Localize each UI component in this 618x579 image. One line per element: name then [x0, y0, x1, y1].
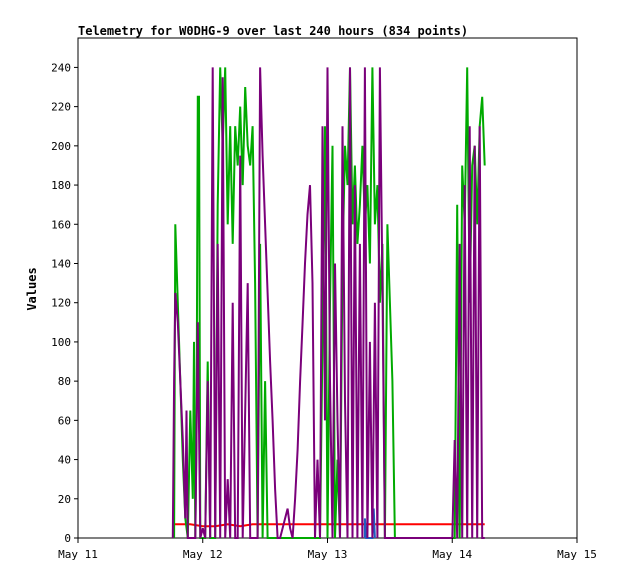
y-tick-label: 160	[51, 218, 71, 231]
y-tick-label: 220	[51, 101, 71, 114]
y-tick-label: 100	[51, 336, 71, 349]
y-axis: 0 20 40 60 80 100 120 140 160 180 200 220 240	[51, 61, 78, 545]
series-line-3	[363, 508, 376, 539]
chart-title: Telemetry for W0DHG-9 over last 240 hour…	[78, 24, 468, 38]
x-tick-label: May 11	[58, 548, 98, 561]
x-tick-label: May 12	[183, 548, 223, 561]
y-tick-label: 180	[51, 179, 71, 192]
y-tick-label: 200	[51, 140, 71, 153]
y-tick-label: 0	[64, 532, 71, 545]
y-tick-label: 40	[58, 454, 71, 467]
series-layer	[171, 67, 486, 539]
y-tick-label: 80	[58, 375, 71, 388]
x-tick-label: May 15	[557, 548, 597, 561]
y-axis-label: Values	[25, 267, 39, 310]
series-line-4	[171, 67, 485, 539]
x-tick-label: May 14	[432, 548, 472, 561]
y-tick-label: 20	[58, 493, 71, 506]
x-axis: May 11 May 12 May 13 May 14 May 15	[58, 538, 597, 561]
y-tick-label: 140	[51, 257, 71, 270]
y-tick-label: 120	[51, 297, 71, 310]
y-tick-label: 60	[58, 414, 71, 427]
x-tick-label: May 13	[308, 548, 348, 561]
y-tick-label: 240	[51, 61, 71, 74]
